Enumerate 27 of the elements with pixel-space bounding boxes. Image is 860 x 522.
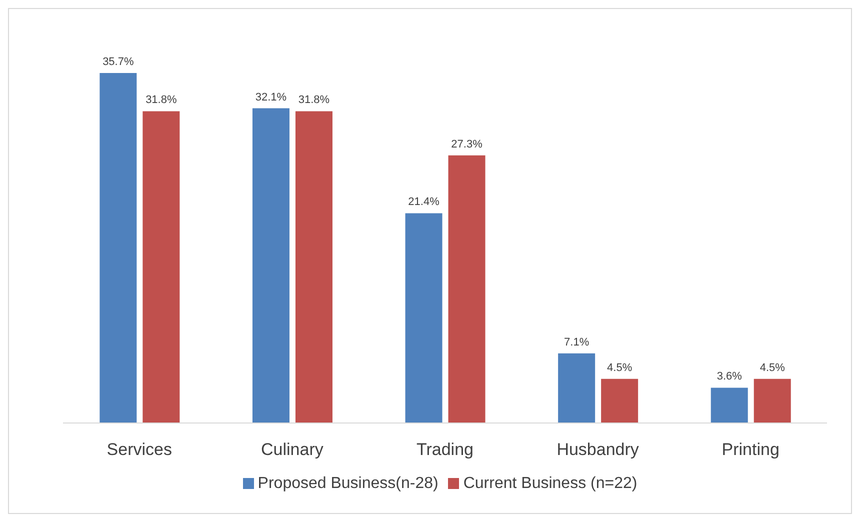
- bar: [710, 388, 748, 423]
- data-label: 4.5%: [607, 362, 632, 374]
- bar: [601, 378, 638, 423]
- data-label: 27.3%: [451, 138, 483, 150]
- data-label: 7.1%: [564, 336, 590, 348]
- x-tick-label: Services: [106, 440, 172, 460]
- bar: [252, 108, 290, 423]
- data-label: 31.8%: [146, 94, 177, 106]
- data-label: 21.4%: [408, 196, 440, 208]
- x-tick-label: Printing: [722, 440, 780, 460]
- bar: [558, 353, 596, 423]
- bar: [405, 213, 442, 423]
- data-label: 32.1%: [255, 91, 287, 104]
- x-tick-label: Husbandry: [556, 440, 640, 460]
- bar: [295, 111, 332, 423]
- x-tick-label: Culinary: [261, 440, 324, 460]
- bar: [142, 111, 180, 423]
- legend-label: Current Business (n=22): [463, 475, 638, 492]
- legend-label: Proposed Business(n-28): [258, 475, 438, 492]
- data-label: 3.6%: [716, 370, 742, 383]
- data-label: 35.7%: [102, 56, 134, 68]
- data-label: 4.5%: [760, 362, 786, 374]
- x-tick-label: Trading: [416, 440, 474, 460]
- bar: [100, 73, 137, 423]
- bar: [754, 378, 791, 423]
- data-label: 31.8%: [298, 94, 330, 106]
- bar: [448, 155, 486, 423]
